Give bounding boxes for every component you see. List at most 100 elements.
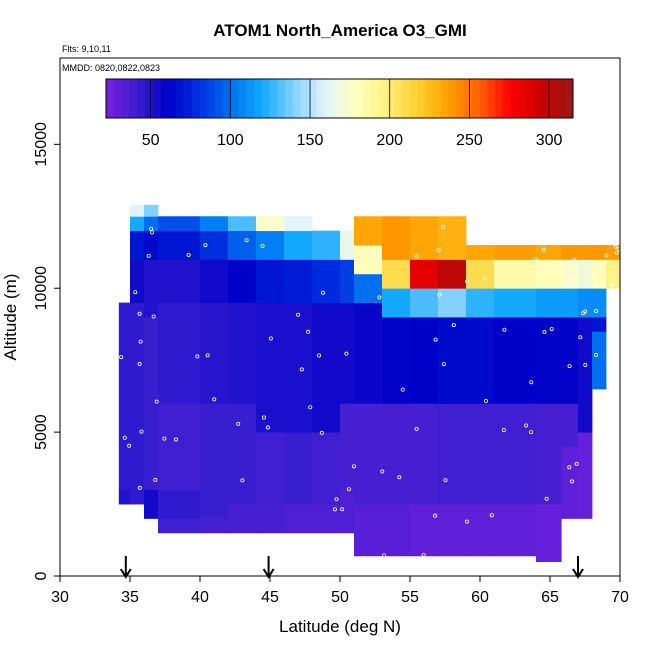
heatmap-cell-13-5 [438,216,467,260]
heatmap-cell-7-0 [284,504,313,534]
colorbar-swatch-31 [347,79,356,118]
heatmap-cell-17-2 [561,317,579,404]
colorbar-tick-label-0: 50 [142,132,160,149]
heatmap-cell-15-3 [494,288,537,318]
heatmap-cell-5-2 [228,302,257,404]
colorbar-tick-label-2: 150 [297,132,324,149]
colorbar-frame [105,78,574,119]
track-point-47 [397,475,402,480]
track-point-9 [153,477,158,482]
track-point-73 [544,496,549,501]
heatmap-cell-4-0 [200,518,229,534]
heatmap-cell-19-4 [592,245,607,260]
heatmap-cell-19-0 [592,331,607,390]
track-point-0 [127,443,132,448]
colorbar-swatch-1 [113,79,123,118]
track-point-82 [583,362,588,367]
heatmap-cell-18-4 [578,245,593,260]
colorbar-tick-label-1: 100 [217,132,244,149]
heatmap-cell-19-1 [592,317,607,332]
colorbar-swatch-8 [168,79,177,118]
heatmap-cell-19-2 [592,288,607,318]
heatmap-cell-2-3 [144,230,159,260]
track-point-75 [569,277,574,282]
track-point-62 [489,513,494,518]
track-point-40 [346,487,351,492]
track-point-33 [317,353,322,358]
heatmap-cell-12-3 [410,288,439,318]
colorbar-swatch-45 [456,79,465,118]
colorbar-swatch-41 [425,79,434,118]
heatmap-cell-7-1 [284,432,313,505]
heatmap-cell-5-5 [228,216,257,232]
track-point-71 [549,326,554,331]
y-axis-label: Altitude (m) [1,274,20,361]
heatmap-cell-17-1 [561,403,579,447]
heatmap-cell-9-0 [340,489,355,534]
track-point-66 [524,423,529,428]
heatmap-cell-11-1 [382,403,411,505]
heatmap-cell-6-3 [256,259,285,304]
colorbar-swatch-50 [495,79,504,118]
colorbar-swatch-0 [106,79,115,118]
track-point-26 [265,425,270,430]
heatmap-cell-9-2 [340,302,355,404]
colorbar-swatch-25 [300,79,309,118]
heatmap-cell-3-1 [158,489,201,519]
heatmap-cell-5-3 [228,259,257,304]
heatmap-cell-4-1 [200,403,229,519]
track-point-27 [268,336,273,341]
heatmap-cell-12-0 [410,504,439,557]
track-point-41 [344,351,349,356]
track-point-32 [308,405,313,410]
track-point-7 [137,485,142,490]
track-point-38 [340,507,345,512]
y-tick-label-3: 15000 [33,122,50,167]
heatmap-cell-3-2 [158,403,201,491]
heatmap-cell-16-1 [536,403,562,505]
heatmap-cell-15-4 [494,259,537,289]
colorbar-swatch-47 [471,79,481,118]
heatmap-cell-3-5 [158,230,201,260]
heatmap-cell-1-4 [130,204,145,217]
heatmap-cell-15-1 [494,403,537,505]
colorbar-swatch-29 [331,79,340,118]
colorbar-swatch-11 [191,79,200,118]
colorbar-swatch-55 [534,79,543,118]
colorbar-swatch-33 [362,79,372,118]
heatmap-cell-14-4 [466,259,495,289]
colorbar: 50 100 150 200 250 300 [105,78,574,149]
colorbar-swatch-30 [339,79,348,118]
colorbar-swatch-15 [222,79,232,118]
track-point-56 [451,323,456,328]
heatmap-cell-1-0 [130,302,145,505]
track-point-85 [594,309,599,314]
track-point-35 [320,290,325,295]
track-point-61 [464,519,469,524]
heatmap-cell-7-3 [284,259,313,304]
colorbar-tick-label-4: 250 [456,132,483,149]
colorbar-swatch-18 [246,79,255,118]
track-point-17 [195,354,200,359]
heatmap-cell-13-0 [438,504,467,557]
heatmap-cell-11-2 [382,317,411,404]
colorbar-swatch-9 [176,79,185,118]
track-point-2 [122,435,127,440]
heatmap-cell-10-5 [354,216,383,246]
colorbar-swatch-17 [238,79,247,118]
track-point-88 [610,282,615,287]
track-point-63 [483,276,488,281]
track-point-22 [236,421,241,426]
heatmap-cell-12-5 [410,216,439,260]
track-point-74 [541,247,546,252]
colorbar-swatch-57 [549,79,558,118]
y-tick-label-0: 0 [33,571,50,580]
heatmap-cell-18-1 [578,317,593,433]
colorbar-swatch-44 [448,79,457,118]
heatmap-cell-5-0 [228,504,257,534]
track-point-36 [334,497,339,502]
colorbar-swatch-54 [526,79,535,118]
track-point-34 [319,430,324,435]
y-axis: 0 5000 10000 15000 [33,122,60,580]
heatmap-cell-9-3 [340,259,355,304]
